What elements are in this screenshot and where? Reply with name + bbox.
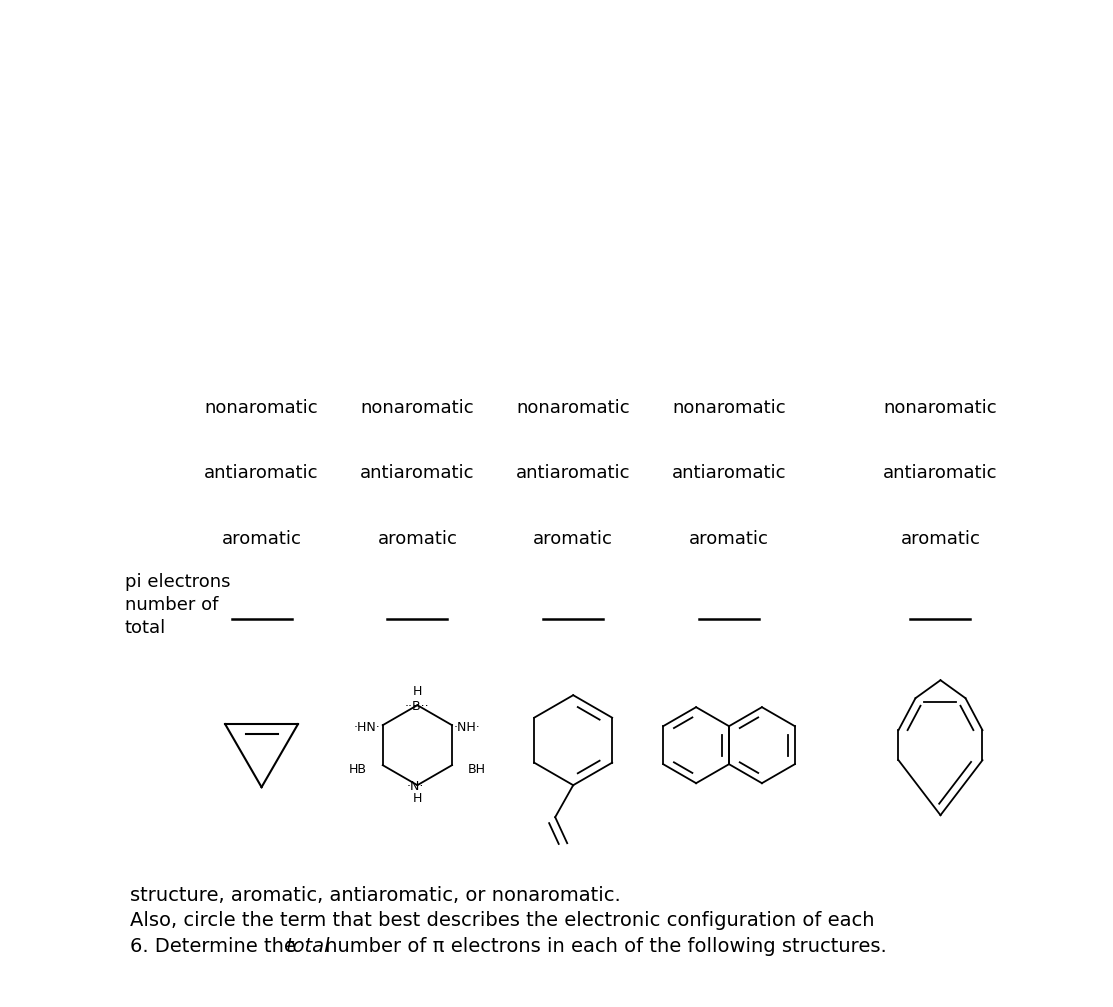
- Text: total: total: [125, 619, 166, 637]
- Text: pi electrons: pi electrons: [125, 573, 230, 590]
- Text: aromatic: aromatic: [900, 530, 981, 548]
- Text: aromatic: aromatic: [689, 530, 769, 548]
- Text: nonaromatic: nonaromatic: [205, 399, 318, 417]
- Text: BH: BH: [467, 762, 486, 775]
- Text: antiaromatic: antiaromatic: [516, 464, 630, 482]
- Text: antiaromatic: antiaromatic: [884, 464, 997, 482]
- Text: 6. Determine the: 6. Determine the: [130, 937, 303, 956]
- Text: number of π electrons in each of the following structures.: number of π electrons in each of the fol…: [319, 937, 887, 956]
- Text: ·NH·: ·NH·: [454, 721, 481, 734]
- Text: structure, aromatic, antiaromatic, or nonaromatic.: structure, aromatic, antiaromatic, or no…: [130, 886, 621, 905]
- Text: number of: number of: [125, 596, 218, 614]
- Text: H: H: [413, 793, 422, 806]
- Text: antiaromatic: antiaromatic: [672, 464, 786, 482]
- Text: H: H: [413, 685, 422, 698]
- Text: ·N·: ·N·: [406, 780, 424, 794]
- Text: aromatic: aromatic: [221, 530, 302, 548]
- Text: nonaromatic: nonaromatic: [516, 399, 630, 417]
- Text: antiaromatic: antiaromatic: [205, 464, 318, 482]
- Text: ··B··: ··B··: [405, 700, 430, 713]
- Text: ·HN·: ·HN·: [354, 721, 381, 734]
- Text: HB: HB: [348, 762, 367, 775]
- Text: aromatic: aromatic: [377, 530, 457, 548]
- Text: nonaromatic: nonaromatic: [361, 399, 474, 417]
- Text: antiaromatic: antiaromatic: [361, 464, 474, 482]
- Text: Also, circle the term that best describes the electronic configuration of each: Also, circle the term that best describe…: [130, 911, 875, 930]
- Text: total: total: [286, 937, 331, 956]
- Text: nonaromatic: nonaromatic: [884, 399, 997, 417]
- Text: nonaromatic: nonaromatic: [672, 399, 786, 417]
- Text: aromatic: aromatic: [533, 530, 613, 548]
